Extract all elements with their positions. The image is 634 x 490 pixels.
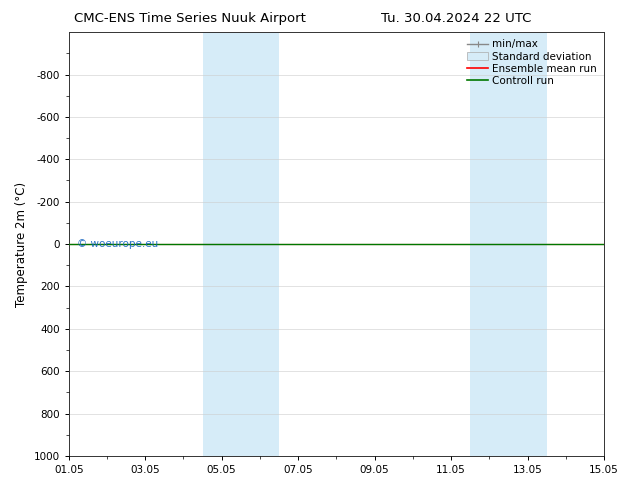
Legend: min/max, Standard deviation, Ensemble mean run, Controll run: min/max, Standard deviation, Ensemble me… (465, 37, 599, 88)
Y-axis label: Temperature 2m (°C): Temperature 2m (°C) (15, 181, 28, 307)
Text: Tu. 30.04.2024 22 UTC: Tu. 30.04.2024 22 UTC (381, 12, 532, 25)
Text: © woeurope.eu: © woeurope.eu (77, 239, 158, 249)
Text: CMC-ENS Time Series Nuuk Airport: CMC-ENS Time Series Nuuk Airport (74, 12, 306, 25)
Bar (202, 32, 279, 456)
Bar (470, 32, 547, 456)
